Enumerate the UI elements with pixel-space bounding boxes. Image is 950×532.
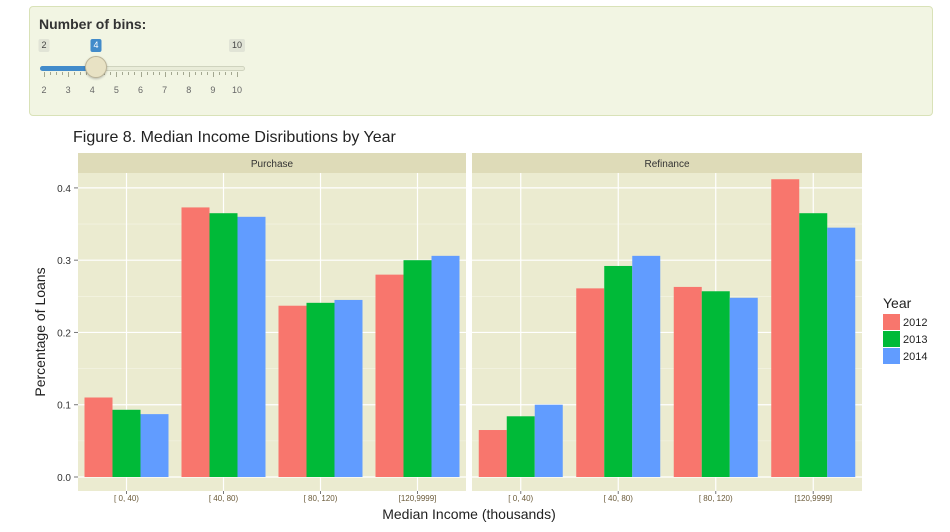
bar-purchase-2013 — [403, 260, 432, 477]
slider-tick — [176, 72, 178, 75]
slider-max-label: 10 — [228, 39, 246, 52]
slider-tick — [194, 72, 196, 75]
slider-tick-label: 2 — [41, 85, 47, 95]
slider-tick — [158, 72, 160, 75]
facet-label: Purchase — [251, 159, 294, 170]
slider-track-fill — [40, 66, 96, 71]
bar-refinance-2014 — [827, 227, 856, 477]
slider-tick — [170, 72, 172, 75]
legend-swatch-2014 — [883, 348, 900, 364]
chart-title: Figure 8. Median Income Disributions by … — [73, 129, 396, 146]
slider-tick — [237, 72, 238, 77]
x-tick-label: [120,9999] — [399, 494, 437, 503]
bar-purchase-2013 — [209, 213, 238, 478]
slider-tick-label: 10 — [231, 85, 243, 95]
y-tick-label: 0.0 — [57, 473, 71, 484]
legend-label-2013: 2013 — [903, 334, 927, 346]
slider-tick — [188, 72, 190, 77]
x-axis-title: Median Income (thousands) — [382, 506, 556, 522]
slider-tick — [80, 72, 82, 75]
x-tick-label: [ 40, 80) — [604, 494, 634, 503]
bar-purchase-2014 — [334, 299, 363, 477]
facet-strip — [472, 153, 862, 173]
bar-refinance-2012 — [478, 430, 507, 477]
slider-tick — [182, 72, 184, 75]
bar-refinance-2012 — [771, 179, 800, 477]
slider-tick — [224, 72, 226, 75]
slider-handle[interactable] — [85, 56, 107, 78]
slider-tick — [74, 72, 76, 75]
slider-tick — [146, 72, 148, 75]
slider-tick — [44, 72, 45, 77]
slider-tick — [56, 72, 58, 75]
bar-purchase-2014 — [237, 216, 266, 477]
slider-tick — [128, 72, 130, 75]
slider-tick — [50, 72, 52, 75]
legend-swatch-2012 — [883, 314, 900, 330]
bar-purchase-2013 — [306, 302, 335, 477]
legend-title: Year — [883, 295, 912, 311]
slider-tick — [62, 72, 64, 75]
slider-tick — [110, 72, 112, 75]
slider-tick — [122, 72, 124, 75]
x-tick-label: [ 0, 40) — [114, 494, 139, 503]
legend-label-2012: 2012 — [903, 317, 927, 329]
facet-label: Refinance — [644, 159, 689, 170]
bar-purchase-2014 — [140, 414, 169, 477]
bar-refinance-2013 — [701, 291, 730, 477]
facet-strip — [78, 153, 466, 173]
y-tick-label: 0.1 — [57, 401, 71, 412]
bar-refinance-2012 — [673, 286, 702, 477]
bar-refinance-2013 — [799, 213, 828, 478]
slider-min-label: 2 — [38, 39, 50, 52]
slider-tick — [230, 72, 232, 75]
slider-tick — [212, 72, 214, 77]
bar-purchase-2012 — [181, 207, 210, 477]
bar-refinance-2014 — [729, 297, 758, 477]
bar-refinance-2012 — [576, 288, 605, 477]
y-tick-label: 0.4 — [57, 184, 71, 195]
bins-label: Number of bins: — [39, 16, 147, 32]
slider-tick-label: 6 — [137, 85, 144, 95]
x-tick-label: [ 80, 120) — [699, 494, 733, 503]
bar-refinance-2014 — [534, 404, 563, 477]
bar-refinance-2013 — [506, 416, 535, 477]
y-tick-label: 0.2 — [57, 328, 71, 339]
slider-tick — [134, 72, 136, 75]
bar-purchase-2014 — [431, 255, 460, 477]
slider-tick-label: 8 — [186, 85, 192, 95]
bar-purchase-2012 — [375, 274, 404, 477]
y-tick-label: 0.3 — [57, 256, 71, 267]
bar-purchase-2013 — [112, 409, 141, 477]
slider-tick-label: 7 — [162, 85, 168, 95]
slider-value-label: 4 — [90, 39, 102, 52]
bar-purchase-2012 — [84, 397, 113, 477]
bar-refinance-2013 — [604, 265, 633, 477]
inputs-panel: Number of bins: 2 4 10 2 3 4 5 6 7 8 9 10 — [29, 6, 933, 116]
bins-slider[interactable]: 2 4 10 2 3 4 5 6 7 8 9 10 — [38, 39, 248, 99]
slider-tick — [200, 72, 202, 75]
slider-tick — [206, 72, 208, 75]
slider-tick-label: 9 — [210, 85, 216, 95]
x-tick-label: [ 80, 120) — [304, 494, 338, 503]
slider-tick — [164, 72, 166, 77]
legend-label-2014: 2014 — [903, 351, 927, 363]
slider-tick-label: 4 — [89, 85, 95, 95]
slider-tick — [116, 72, 118, 77]
slider-tick-label: 3 — [65, 85, 71, 95]
x-tick-label: [ 40, 80) — [209, 494, 239, 503]
legend-swatch-2013 — [883, 331, 900, 347]
slider-tick-label: 5 — [113, 85, 119, 95]
bar-refinance-2014 — [632, 255, 661, 477]
bar-purchase-2012 — [278, 305, 307, 477]
y-axis-title: Percentage of Loans — [32, 267, 48, 396]
x-tick-label: [120,9999] — [794, 494, 832, 503]
slider-tick — [68, 72, 70, 77]
slider-tick — [152, 72, 154, 75]
slider-tick — [140, 72, 142, 77]
x-tick-label: [ 0, 40) — [508, 494, 533, 503]
slider-tick — [218, 72, 220, 75]
